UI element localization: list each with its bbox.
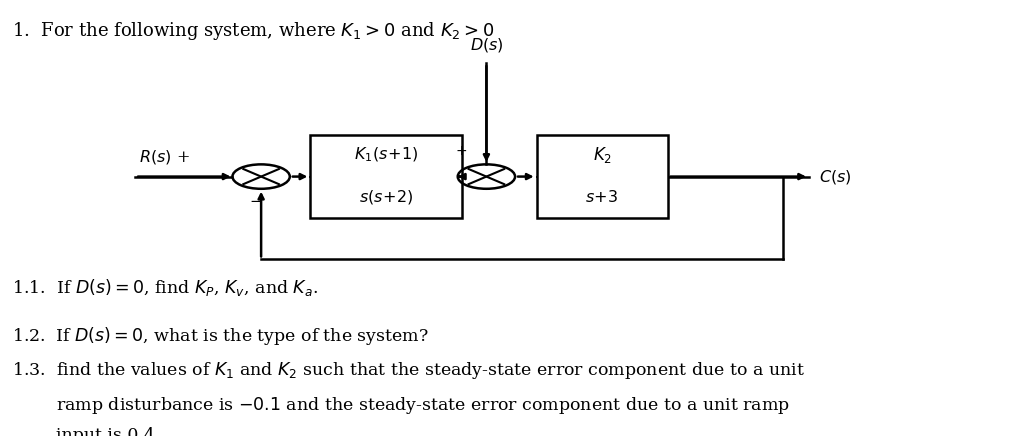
Text: $s(s\!+\!2)$: $s(s\!+\!2)$ [358,188,414,206]
Text: $K_1(s\!+\!1)$: $K_1(s\!+\!1)$ [354,146,418,164]
Text: $K_2$: $K_2$ [593,145,611,165]
Text: $s\!+\!3$: $s\!+\!3$ [586,189,618,206]
Text: $R(s)$ +: $R(s)$ + [139,148,190,166]
Text: ramp disturbance is $-0.1$ and the steady-state error component due to a unit ra: ramp disturbance is $-0.1$ and the stead… [12,395,791,416]
Text: 1.  For the following system, where $K_1 > 0$ and $K_2 > 0$: 1. For the following system, where $K_1 … [12,20,495,41]
Text: $C(s)$: $C(s)$ [819,167,852,186]
Text: input is 0.4.: input is 0.4. [12,427,161,436]
Text: 1.1.  If $D(s) = 0$, find $K_P$, $K_v$, and $K_a$.: 1.1. If $D(s) = 0$, find $K_P$, $K_v$, a… [12,277,318,298]
FancyBboxPatch shape [537,135,668,218]
FancyBboxPatch shape [310,135,462,218]
Text: $D(s)$: $D(s)$ [470,37,503,54]
Text: 1.3.  find the values of $K_1$ and $K_2$ such that the steady-state error compon: 1.3. find the values of $K_1$ and $K_2$ … [12,360,805,381]
Text: $+$: $+$ [455,144,467,158]
Text: 1.2.  If $D(s) = 0$, what is the type of the system?: 1.2. If $D(s) = 0$, what is the type of … [12,325,429,347]
Text: $-$: $-$ [250,193,262,207]
